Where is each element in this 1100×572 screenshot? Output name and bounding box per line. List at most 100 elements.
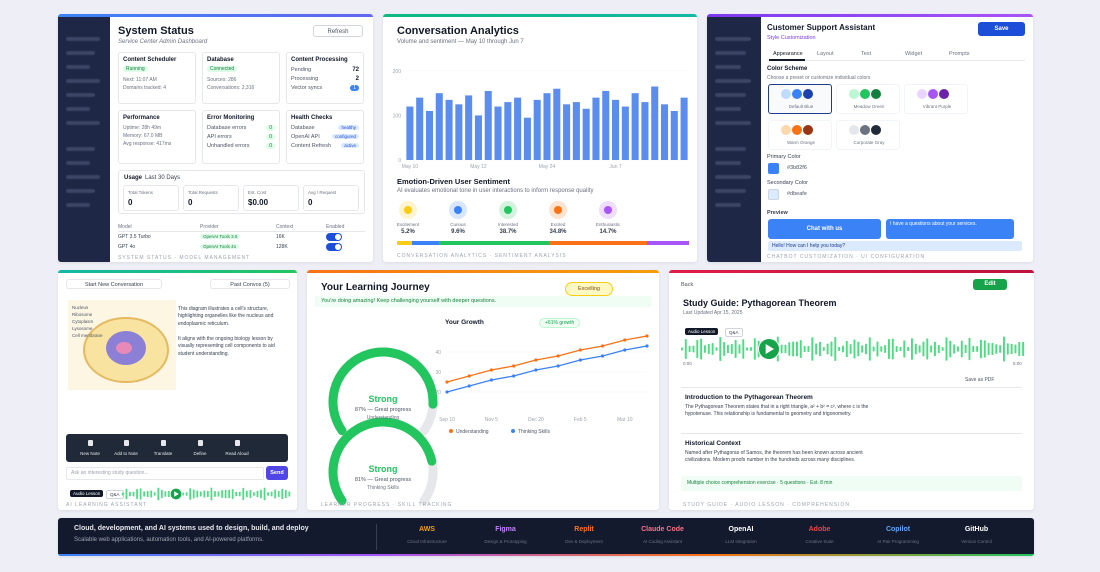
emotion-dot (604, 206, 612, 214)
series-point (489, 378, 494, 382)
qa-tag: Q&A (725, 328, 743, 337)
wave-bar (941, 347, 944, 351)
row-value: 2 (355, 76, 359, 82)
primary-swatch[interactable] (768, 163, 779, 174)
preset-swatch (803, 89, 813, 99)
emotion-value: 38.7% (499, 229, 517, 235)
preset-card[interactable]: Default Blue (768, 84, 832, 114)
sidebar-item (66, 121, 100, 125)
chat-button[interactable]: Chat with us (768, 219, 881, 239)
question-input[interactable]: Ask an interesting study question... (66, 467, 264, 480)
primary-value: #3b82f6 (787, 165, 807, 171)
tool-icon[interactable] (124, 440, 129, 446)
growth-title: Your Growth (445, 319, 484, 326)
send-button[interactable]: Send (266, 466, 288, 480)
toggle[interactable] (326, 233, 342, 241)
wave-bar (826, 343, 829, 355)
preset-swatch (849, 125, 859, 135)
preset-card[interactable]: Vibrant Purple (904, 84, 968, 114)
wave-bar (711, 343, 714, 355)
series-line (446, 345, 648, 393)
wave-bar (143, 491, 146, 497)
usage-stat: Est. Cost $0.00 (243, 185, 299, 211)
wave-bar (146, 490, 149, 498)
edit-button[interactable]: Edit (973, 279, 1007, 290)
wave-bar (838, 347, 841, 351)
bar (543, 93, 551, 160)
preset-card[interactable]: Corporate Gray (836, 120, 900, 150)
gauge-fill (328, 347, 438, 436)
table-header: Context (276, 224, 294, 230)
secondary-swatch[interactable] (768, 189, 779, 200)
wave-bar (235, 491, 238, 497)
series-point (578, 348, 582, 352)
gauge-fill (328, 417, 437, 506)
wave-bar (210, 487, 213, 501)
support-panel: Customer Support Assistant Style Customi… (707, 14, 1033, 262)
toggle-knob (335, 244, 341, 250)
row-value: active (341, 143, 359, 148)
wave-bar (914, 343, 917, 355)
emotion-name: Excitement (396, 222, 420, 227)
x-tick-label: Feb 5 (574, 417, 587, 423)
wave-bar (734, 339, 737, 359)
bar (484, 90, 492, 160)
wave-bar (788, 342, 791, 356)
tab[interactable]: Text (861, 51, 872, 57)
secondary-value: #dbeafe (787, 191, 807, 197)
y-tick-label: 0 (398, 158, 401, 164)
card-line: Avg response: 417ms (123, 141, 172, 147)
past-convos-button[interactable]: Past Convos (5) (210, 279, 290, 289)
tab[interactable]: Appearance (773, 51, 803, 57)
sentiment-segment (438, 241, 549, 245)
wave-bar (214, 491, 216, 497)
table-header: Provider (200, 224, 219, 230)
bar (504, 102, 512, 160)
wave-bar (983, 340, 986, 358)
wave-bar (245, 490, 248, 498)
save-pdf[interactable]: Save as PDF (965, 377, 995, 383)
card-line: Domains tracked: 4 (123, 85, 167, 91)
wave-bar (842, 345, 844, 353)
new-conversation-button[interactable]: Start New Conversation (66, 279, 162, 289)
series-point (445, 390, 449, 394)
bar (612, 99, 620, 160)
preset-card[interactable]: Warm Orange (768, 120, 832, 150)
wave-bar (1010, 343, 1013, 355)
wave-bar (999, 345, 1002, 353)
save-button[interactable]: Save (978, 22, 1025, 36)
tool-icon[interactable] (161, 440, 166, 446)
card-title: Health Checks (291, 115, 333, 121)
wave-bar (830, 341, 833, 357)
section-subtitle: AI evaluates emotional tone in user inte… (397, 188, 594, 194)
tool-desc: LLM Integration (725, 539, 757, 544)
sidebar (58, 17, 110, 262)
tool-icon[interactable] (198, 440, 203, 446)
wave-bar (934, 341, 936, 357)
x-tick-label: May 10 (402, 164, 419, 170)
toggle[interactable] (326, 243, 342, 251)
usage-period: Last 30 Days (145, 175, 181, 181)
tab[interactable]: Prompts (949, 51, 970, 57)
wave-bar (807, 345, 810, 353)
description: This diagram illustrates a cell's struct… (178, 306, 274, 327)
preset-swatch (781, 89, 791, 99)
preset-card[interactable]: Meadow Green (836, 84, 900, 114)
tool-icon[interactable] (88, 440, 93, 446)
tab[interactable]: Layout (817, 51, 834, 57)
emotion-dot (554, 206, 562, 214)
wave-bar (872, 346, 875, 352)
wave-bar (274, 489, 277, 499)
bar (514, 97, 522, 160)
usage-title: Usage (124, 175, 143, 181)
gauge-level: Strong (368, 464, 398, 474)
bar (660, 104, 669, 160)
series-point (467, 374, 471, 378)
refresh-button[interactable]: Refresh (313, 25, 363, 37)
bar (572, 102, 580, 160)
wave-bar (888, 339, 890, 359)
wave-bar (811, 337, 814, 361)
back-link[interactable]: Back (681, 282, 694, 288)
tool-icon[interactable] (235, 440, 240, 446)
tab[interactable]: Widget (905, 51, 923, 57)
